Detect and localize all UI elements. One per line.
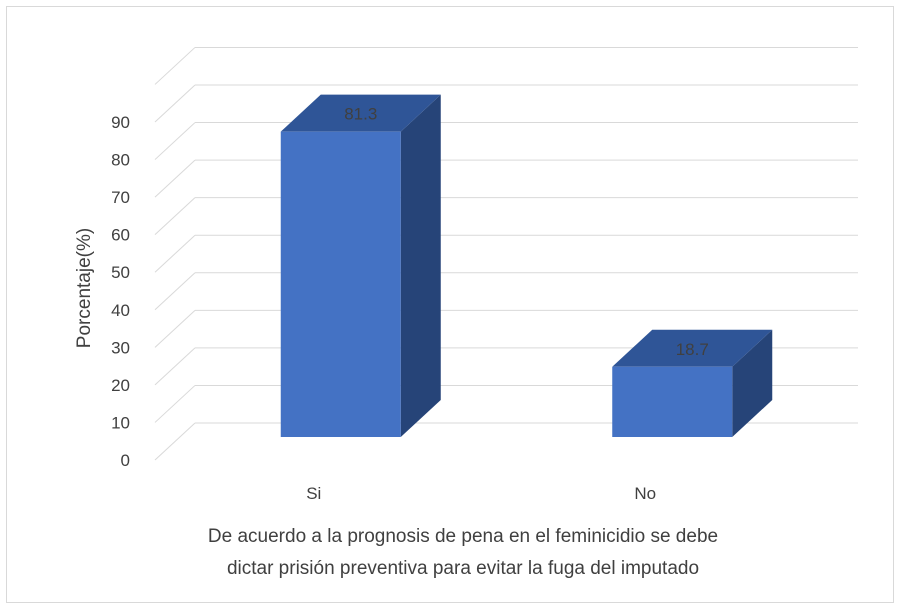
x-axis-title-line-2: dictar prisión preventiva para evitar la… bbox=[227, 558, 699, 579]
y-tick-label: 30 bbox=[111, 338, 130, 357]
y-axis-title: Porcentaje(%) bbox=[74, 228, 95, 348]
y-tick-label: 0 bbox=[121, 451, 130, 470]
y-tick-label: 90 bbox=[111, 113, 130, 132]
gridline-diagonal bbox=[154, 159, 196, 198]
chart-labels: 0 10 20 30 40 50 60 70 80 90 81.3 Si 18.7 No bbox=[111, 105, 709, 503]
gridline-diagonal bbox=[154, 122, 196, 160]
data-label-si: 81.3 bbox=[344, 105, 377, 124]
y-tick-label: 60 bbox=[111, 226, 130, 245]
data-label-no: 18.7 bbox=[676, 340, 709, 359]
bar-top-si bbox=[280, 94, 441, 132]
gridline-diagonal bbox=[154, 234, 196, 273]
bar-top-no bbox=[612, 329, 773, 367]
gridline-diagonal bbox=[154, 385, 196, 423]
chart-area bbox=[6, 6, 894, 603]
x-tick-label-no: No bbox=[634, 484, 656, 503]
bar-side-no bbox=[732, 329, 773, 437]
bar-si bbox=[280, 131, 401, 437]
gridline-diagonal bbox=[154, 272, 196, 311]
gridline-diagonal bbox=[154, 197, 196, 236]
y-tick-label: 80 bbox=[111, 151, 130, 170]
gridline-diagonal bbox=[154, 47, 196, 85]
y-tick-label: 70 bbox=[111, 188, 130, 207]
y-tick-label: 40 bbox=[111, 301, 130, 320]
y-tick-label: 20 bbox=[111, 376, 130, 395]
gridline-diagonal bbox=[154, 422, 196, 461]
y-tick-label: 50 bbox=[111, 263, 130, 282]
x-axis-title-line-1: De acuerdo a la prognosis de pena en el … bbox=[208, 526, 718, 547]
gridline-diagonal bbox=[154, 84, 196, 123]
x-tick-label-si: Si bbox=[306, 484, 321, 503]
bars bbox=[280, 94, 773, 437]
gridline-diagonal bbox=[154, 309, 196, 348]
gridline-diagonal bbox=[154, 347, 196, 386]
bar-side-si bbox=[400, 94, 441, 437]
bar-no bbox=[612, 366, 733, 437]
y-tick-label: 10 bbox=[111, 413, 130, 432]
